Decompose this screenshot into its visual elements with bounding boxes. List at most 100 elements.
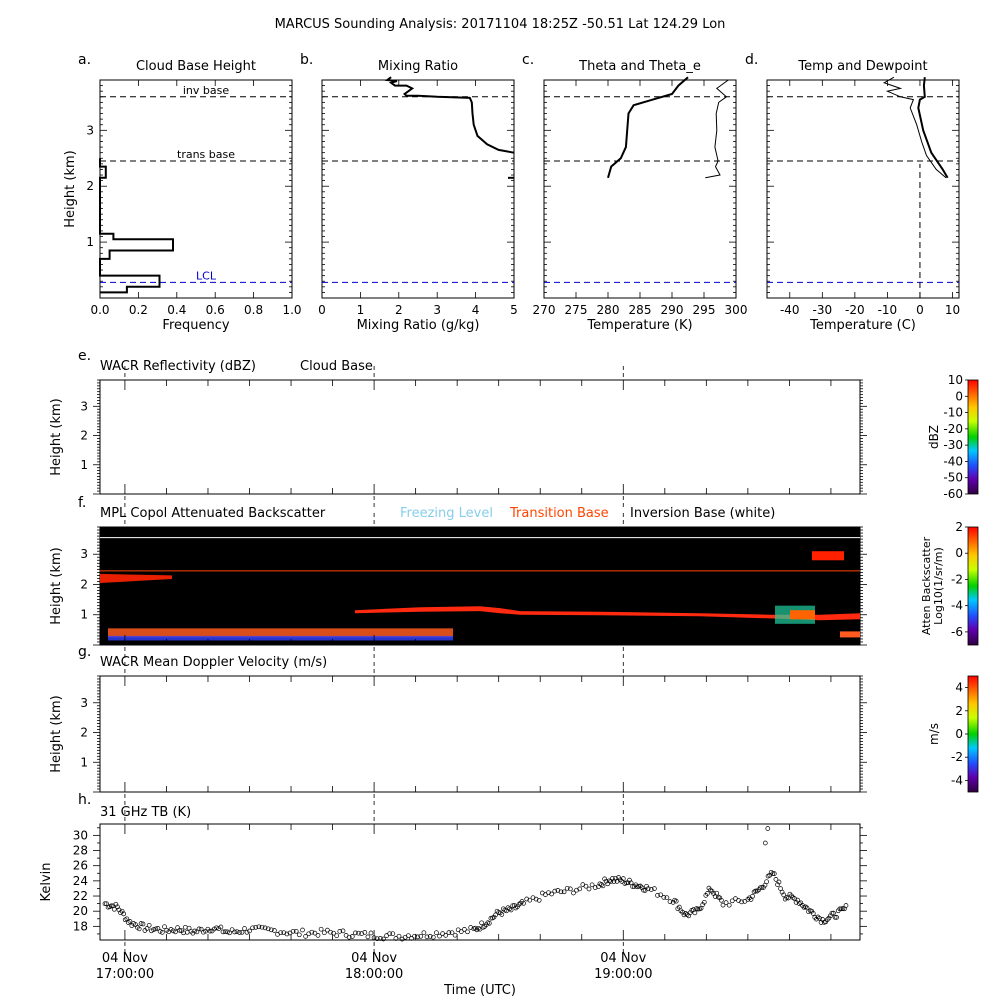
data-point — [655, 893, 660, 898]
colorbar-tick-label: 10 — [948, 373, 963, 387]
data-point — [661, 895, 667, 900]
data-point — [239, 929, 245, 935]
panel-a-frame — [99, 79, 293, 299]
data-point — [337, 929, 343, 934]
data-point — [196, 926, 202, 932]
data-point — [775, 882, 780, 887]
x-tick-label: -20 — [845, 303, 865, 317]
cloud-layer-edge-core — [790, 610, 815, 620]
panel-d: d. Temp and Dewpoint -40 -30 -20 -10 0 10 Temper… — [745, 52, 960, 333]
colorbar-tick-label: -40 — [943, 454, 963, 468]
data-point — [331, 930, 336, 936]
x-tick-label: 300 — [725, 303, 748, 317]
y-tick-label: 1 — [80, 755, 88, 769]
data-point — [831, 910, 836, 916]
y-tick-label: 1 — [80, 608, 88, 622]
data-point — [739, 899, 744, 905]
data-point — [346, 934, 352, 940]
cloud-layer-main — [355, 606, 860, 621]
data-point — [574, 887, 579, 893]
data-point — [296, 932, 302, 938]
x-axis-label: Frequency — [162, 318, 229, 333]
data-point — [639, 885, 645, 891]
data-point — [173, 929, 178, 935]
data-point — [675, 906, 681, 912]
x-tick-label-time: 19:00:00 — [594, 967, 652, 982]
data-point — [558, 889, 564, 895]
legend-entry: Inversion Base (white) — [630, 506, 775, 521]
data-point — [390, 931, 396, 937]
boundary-layer-low — [108, 635, 453, 641]
data-point — [387, 931, 393, 937]
outlier-point — [762, 840, 768, 846]
data-point — [624, 880, 629, 886]
x-tick-label-time: 17:00:00 — [96, 967, 154, 982]
annotation: LCL — [196, 269, 217, 282]
data-point — [415, 934, 421, 940]
data-point — [381, 936, 386, 942]
colorbar-label: m/s — [927, 723, 941, 745]
data-point — [577, 886, 583, 892]
data-point — [549, 891, 554, 897]
data-point — [834, 915, 839, 920]
data-point — [290, 928, 296, 934]
colorbar-tick-label: 2 — [955, 704, 963, 718]
data-point — [229, 927, 235, 933]
data-point — [396, 933, 402, 939]
scatter-points — [102, 826, 849, 942]
panel-g-frame — [99, 675, 861, 793]
data-point — [701, 899, 707, 905]
data-point — [184, 929, 190, 935]
panel-letter: f. — [78, 495, 86, 511]
data-point — [256, 924, 262, 930]
data-point — [695, 906, 701, 912]
data-point — [468, 925, 474, 930]
y-tick-label: 3 — [80, 547, 88, 561]
x-tick-label-date: 04 Nov — [351, 951, 397, 966]
data-point — [527, 897, 533, 903]
data-point — [284, 931, 290, 937]
data-point — [412, 933, 417, 939]
data-point — [127, 919, 133, 924]
data-point — [218, 924, 224, 930]
y-axis-label: Height (km) — [63, 150, 78, 227]
data-point — [449, 930, 455, 936]
data-point — [140, 921, 146, 927]
data-point — [524, 896, 530, 902]
data-point — [225, 929, 230, 935]
data-point — [486, 920, 492, 926]
panel-f: f. MPL Copol Attenuated Backscatter Freezi… — [49, 495, 979, 659]
colorbar-tick-label: -2 — [951, 750, 963, 764]
x-tick-label: 0.6 — [206, 303, 225, 317]
x-tick-label: -30 — [813, 303, 833, 317]
x-tick-label: 285 — [629, 303, 652, 317]
data-point — [817, 915, 822, 921]
data-point — [673, 898, 679, 904]
data-point — [300, 927, 305, 933]
panel-letter: g. — [78, 644, 91, 660]
data-point — [773, 877, 779, 882]
data-point — [214, 925, 219, 931]
colorbar-tick-label: 4 — [955, 681, 963, 695]
data-point — [138, 921, 144, 926]
annotation: inv base — [183, 84, 229, 97]
data-point — [371, 935, 377, 941]
data-point — [272, 928, 277, 933]
panel-b-frame — [321, 79, 515, 299]
boundary-layer — [108, 628, 453, 638]
panel-title: Cloud Base Height — [136, 59, 256, 74]
annotation: trans base — [177, 148, 235, 161]
series-line-0 — [384, 76, 515, 154]
panel-title: 31 GHz TB (K) — [100, 805, 191, 820]
panel-title: Theta and Theta_e — [578, 59, 701, 74]
data-point — [680, 909, 685, 915]
data-point — [365, 934, 371, 940]
y-tick-label: 24 — [73, 874, 88, 888]
x-axis-label: Temperature (K) — [586, 318, 692, 333]
data-point — [508, 907, 514, 913]
panel-a: a. Cloud Base Height 0.0 0.2 0.4 0.6 0.8 1.0 Fre… — [63, 52, 302, 333]
colorbar-tick-label: 0 — [955, 546, 963, 560]
data-point — [434, 930, 439, 936]
data-point — [507, 906, 512, 912]
